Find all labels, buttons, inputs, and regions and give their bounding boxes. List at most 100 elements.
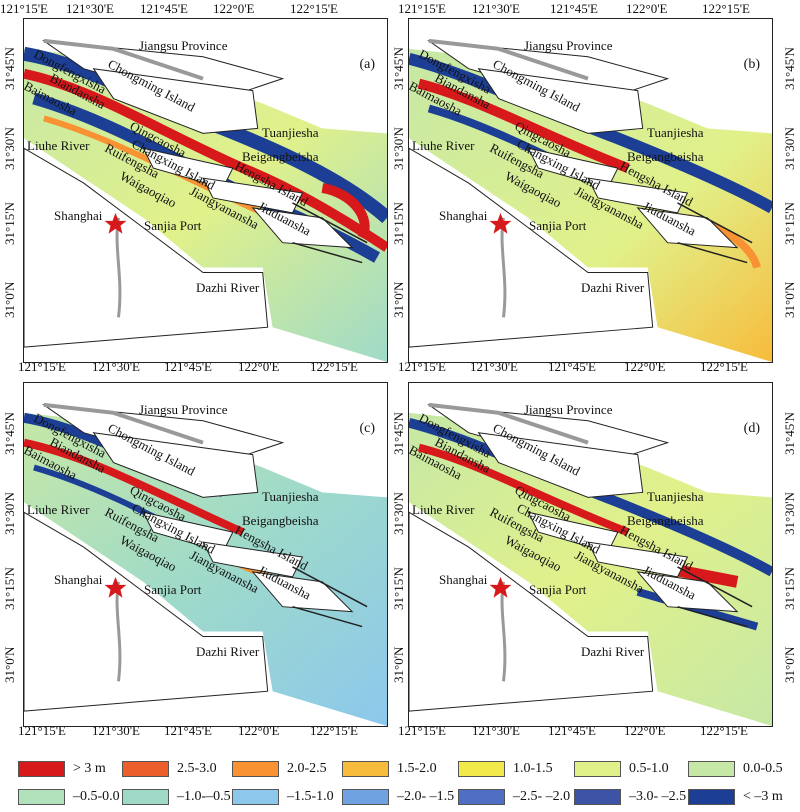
mid-lon-label: 122°0'E [238,359,280,374]
legend-label: 1.0-1.5 [513,761,553,776]
legend-item: –2.5- –2.0 [458,788,570,806]
mid-lon-label: 121°45'E [164,359,212,374]
label-jiangsu: Jiangsu Province [139,38,228,53]
bottom-lon-label: 121°45'E [548,723,596,738]
map-panel-a: (a) Jiangsu Province Chongming Island Do… [23,18,388,363]
top-lon-label: 121°15'E [0,1,48,16]
lat-label: 31°45'N [391,47,406,90]
legend-swatch [342,761,389,777]
map-graphic [24,402,387,726]
legend-item: 0.0-0.5 [688,760,783,778]
lat-label: 31°45'N [391,412,406,455]
legend-item: 1.0-1.5 [458,760,553,778]
legend-label: 1.5-2.0 [397,761,437,776]
legend: > 3 m 2.5-3.0 2.0-2.5 1.5-2.0 1.0-1.5 0.… [18,760,798,812]
lat-label: 31°0'N [2,646,17,683]
label-liuhe: Liuhe River [27,502,90,517]
bottom-lon-label: 121°45'E [164,723,212,738]
panel-tag: (b) [743,57,760,72]
label-tuanjiesha: Tuanjiesha [262,125,319,140]
top-lon-label: 122°0'E [213,1,255,16]
label-dazhi: Dazhi River [196,280,260,295]
bottom-lon-label: 122°15'E [310,723,358,738]
top-lon-label: 121°30'E [66,1,114,16]
legend-label: –3.0- –2.5 [629,789,687,804]
mid-lon-label: 122°0'E [624,359,666,374]
bottom-lon-label: 121°15'E [398,723,446,738]
legend-label: –1.5-1.0 [287,789,334,804]
label-shanghai: Shanghai [439,208,488,223]
map-graphic [24,38,387,362]
label-sanjia: Sanjia Port [144,582,202,597]
legend-swatch [232,789,279,805]
panel-tag: (c) [359,421,375,436]
label-liuhe: Liuhe River [412,138,475,153]
lat-label: 31°30'N [782,492,797,535]
label-shanghai: Shanghai [54,208,103,223]
mid-lon-label: 122°15'E [310,359,358,374]
label-sanjia: Sanjia Port [529,582,587,597]
map-graphic [409,402,772,726]
label-beigangbeisha: Beigangbeisha [627,513,704,528]
label-liuhe: Liuhe River [412,502,475,517]
mid-lon-label: 121°15'E [18,359,66,374]
lat-label: 31°15'N [782,567,797,610]
label-dazhi: Dazhi River [196,644,260,659]
label-sanjia: Sanjia Port [144,218,202,233]
bottom-lon-label: 121°30'E [92,723,140,738]
lat-label: 31°0'N [782,281,797,318]
label-tuanjiesha: Tuanjiesha [647,125,704,140]
legend-swatch [342,789,389,805]
legend-item: –2.0- –1.5 [342,788,454,806]
top-lon-label: 121°15'E [398,1,446,16]
legend-swatch [574,761,621,777]
lat-label: 31°45'N [782,47,797,90]
legend-label: 2.5-3.0 [177,761,217,776]
label-liuhe: Liuhe River [27,138,90,153]
lat-label: 31°30'N [2,127,17,170]
lat-label: 31°15'N [391,202,406,245]
mid-lon-label: 121°45'E [548,359,596,374]
mid-lon-label: 121°15'E [398,359,446,374]
legend-item: 2.0-2.5 [232,760,327,778]
bottom-lon-label: 122°15'E [700,723,748,738]
top-lon-label: 121°45'E [140,1,188,16]
legend-item: 1.5-2.0 [342,760,437,778]
lat-label: 31°15'N [2,202,17,245]
map-panel-c: (c) Jiangsu Province Chongming Island Do… [23,382,388,727]
legend-swatch [18,789,65,805]
label-jiangsu: Jiangsu Province [524,402,613,417]
legend-label: –0.5-0.0 [73,789,120,804]
bottom-lon-label: 121°15'E [18,723,66,738]
lat-label: 31°45'N [2,47,17,90]
legend-label: –2.0- –1.5 [397,789,455,804]
bottom-lon-label: 122°0'E [624,723,666,738]
legend-swatch [122,789,169,805]
mid-lon-label: 122°15'E [700,359,748,374]
legend-label: 0.0-0.5 [743,761,783,776]
legend-swatch [574,789,621,805]
top-lon-label: 121°45'E [550,1,598,16]
mid-lon-label: 121°30'E [92,359,140,374]
legend-label: 2.0-2.5 [287,761,327,776]
legend-item: –3.0- –2.5 [574,788,686,806]
panel-tag: (a) [359,57,375,72]
lat-label: 31°0'N [391,646,406,683]
label-tuanjiesha: Tuanjiesha [647,489,704,504]
map-graphic [409,38,772,362]
legend-label: < –3 m [743,789,783,804]
lat-label: 31°15'N [782,202,797,245]
bottom-lon-label: 122°0'E [238,723,280,738]
lat-label: 31°30'N [391,492,406,535]
label-beigangbeisha: Beigangbeisha [242,513,319,528]
lat-label: 31°0'N [2,281,17,318]
lat-label: 31°15'N [391,567,406,610]
legend-swatch [458,789,505,805]
legend-label: > 3 m [73,761,106,776]
legend-swatch [232,761,279,777]
top-lon-label: 122°15'E [290,1,338,16]
legend-swatch [122,761,169,777]
legend-label: –1.0-–0.5 [177,789,231,804]
label-dazhi: Dazhi River [581,280,645,295]
top-lon-label: 122°15'E [702,1,750,16]
